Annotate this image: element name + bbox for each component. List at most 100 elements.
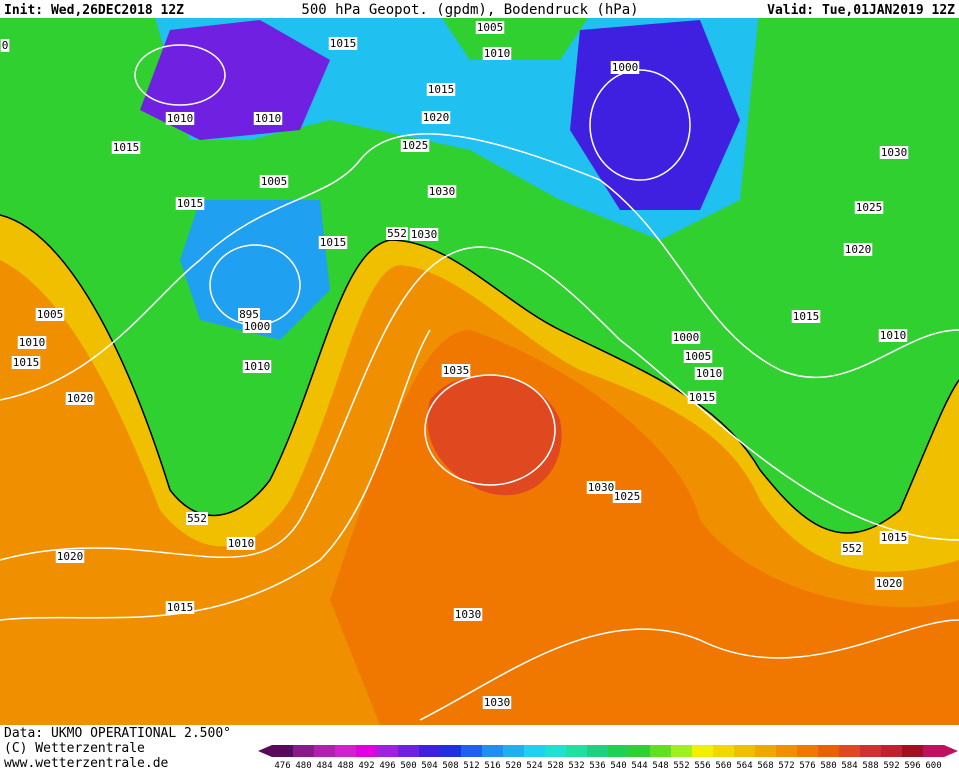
colorbar-swatch	[608, 745, 630, 757]
map-title: 500 hPa Geopot. (gpdm), Bodendruck (hPa)	[301, 2, 638, 18]
colorbar-swatch	[839, 745, 861, 757]
colorbar-swatch	[335, 745, 357, 757]
isobar-label: 1030	[455, 608, 482, 621]
label-box	[687, 391, 717, 404]
isobar-labels: 0 1015 1005 1010 1000 1015 1010 1010 1015 1020 102…	[0, 21, 909, 709]
isobar-label: 1010	[244, 360, 271, 373]
isobar-label: 1005	[37, 308, 64, 321]
colorbar-label: 496	[379, 761, 395, 770]
colorbar-swatch	[629, 745, 651, 757]
isobar-label: 1005	[685, 350, 712, 363]
colorbar-swatch	[314, 745, 336, 757]
colorbar-swatch	[797, 745, 819, 757]
colorbar-swatch	[860, 745, 882, 757]
colorbar: 476 480 484 488 492 496 500 504 508 512 516 520 524 5…	[258, 745, 958, 771]
colorbar-swatch	[272, 745, 294, 757]
label-box	[165, 601, 195, 614]
colorbar-label: 552	[673, 761, 689, 770]
label-box	[0, 39, 10, 52]
colorbar-label: 584	[841, 761, 857, 770]
label-box	[318, 236, 348, 249]
isobar-label: 1015	[881, 531, 908, 544]
label-box	[482, 696, 512, 709]
isobar-label: 0	[2, 39, 9, 52]
colorbar-label: 544	[631, 761, 647, 770]
isobar-label: 1015	[167, 601, 194, 614]
isobar-label: 1015	[13, 356, 40, 369]
label-box	[879, 531, 909, 544]
isobar-label: 1005	[261, 175, 288, 188]
colorbar-swatch	[902, 745, 924, 757]
colorbar-swatch	[524, 745, 546, 757]
isobar-label: 1030	[881, 146, 908, 159]
isobar-label: 1020	[423, 111, 450, 124]
colorbar-label: 548	[652, 761, 668, 770]
colorbar-label: 500	[400, 761, 416, 770]
label-box	[111, 141, 141, 154]
label-box	[671, 331, 701, 344]
colorbar-swatch	[503, 745, 525, 757]
colorbar-swatch	[545, 745, 567, 757]
colorbar-label: 536	[589, 761, 605, 770]
colorbar-label: 508	[442, 761, 458, 770]
colorbar-end	[258, 745, 272, 757]
label-box	[586, 481, 616, 494]
label-box	[409, 228, 439, 241]
isobar-label: 1015	[689, 391, 716, 404]
isobar-label: 1030	[411, 228, 438, 241]
high-core	[427, 375, 562, 496]
isobar-label: 895	[239, 308, 259, 321]
colorbar-label: 572	[778, 761, 794, 770]
colorbar-swatch	[755, 745, 777, 757]
contour-552	[0, 214, 959, 534]
label-box	[165, 112, 195, 125]
label-box	[791, 310, 821, 323]
colorbar-label: 528	[547, 761, 563, 770]
init-time: Init: Wed,26DEC2018 12Z	[4, 3, 184, 18]
colorbar-end	[944, 745, 958, 757]
colorbar-swatch	[356, 745, 378, 757]
colorbar-label: 532	[568, 761, 584, 770]
low-field	[180, 200, 330, 340]
label-box	[427, 185, 457, 198]
colorbar-label: 480	[295, 761, 311, 770]
colorbar-swatch	[734, 745, 756, 757]
isobar-label: 1010	[484, 47, 511, 60]
isobar-label: 1030	[484, 696, 511, 709]
label-box	[253, 112, 283, 125]
isobar-label: 1035	[443, 364, 470, 377]
colorbar-label: 476	[274, 761, 290, 770]
colorbar-label: 596	[904, 761, 920, 770]
colorbar-label: 564	[736, 761, 752, 770]
isobar-label: 1010	[880, 329, 907, 342]
isobar-label: 1020	[57, 550, 84, 563]
label-box	[453, 608, 483, 621]
label-box	[878, 329, 908, 342]
copyright: (C) Wetterzentrale	[4, 741, 145, 756]
label-box	[65, 392, 95, 405]
colorbar-swatch	[713, 745, 735, 757]
isobar-label: 1020	[845, 243, 872, 256]
colorbar-swatch	[461, 745, 483, 757]
colorbar-swatch	[650, 745, 672, 757]
colorbar-swatch	[818, 745, 840, 757]
colorbar-label: 556	[694, 761, 710, 770]
label-box	[683, 350, 713, 363]
data-source: Data: UKMO OPERATIONAL 2.500°	[4, 726, 231, 741]
isobar-label: 1025	[614, 490, 641, 503]
isobar-label: 1010	[167, 112, 194, 125]
low-core	[140, 20, 330, 140]
isobar-label: 1010	[696, 367, 723, 380]
label-box	[242, 320, 272, 333]
isobar-label: 1010	[19, 336, 46, 349]
colorbar-swatch	[398, 745, 420, 757]
colorbar-label: 520	[505, 761, 521, 770]
isobar-label: 1015	[793, 310, 820, 323]
colorbar-swatch	[881, 745, 903, 757]
colorbar-swatch	[377, 745, 399, 757]
isobar-label: 1030	[429, 185, 456, 198]
label-box	[694, 367, 724, 380]
colorbar-swatch	[566, 745, 588, 757]
isobar-label: 1015	[428, 83, 455, 96]
